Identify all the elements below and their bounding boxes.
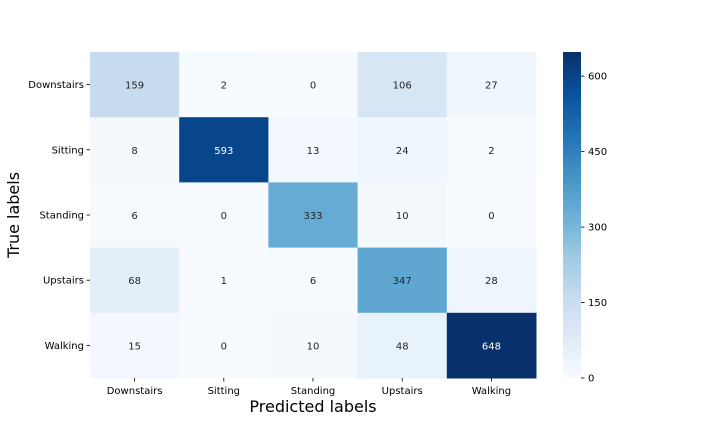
colorbar-tick-label: 450 — [588, 147, 607, 158]
cell-value-label: 6 — [310, 276, 316, 287]
heatmap-cell — [90, 247, 180, 314]
cell-value-label: 13 — [307, 146, 320, 157]
x-tick-label: Sitting — [208, 386, 240, 397]
cell-value-label: 0 — [310, 81, 316, 92]
heatmap-cell — [357, 247, 448, 314]
colorbar-gradient — [563, 52, 581, 378]
cell-value-label: 0 — [488, 211, 494, 222]
heatmap-cell — [179, 52, 269, 118]
heatmap-cell — [179, 312, 269, 379]
cell-value-label: 10 — [307, 341, 320, 352]
heatmap-cell — [179, 182, 269, 249]
heatmap-cell — [357, 117, 448, 183]
cell-value-label: 347 — [393, 276, 412, 287]
x-axis-ticks: Downstairs Sitting Standing Upstairs Walking — [107, 378, 511, 397]
heatmap-cell — [90, 182, 180, 249]
heatmap-cell — [179, 117, 269, 183]
cell-value-label: 2 — [488, 146, 494, 157]
heatmap-cell — [268, 52, 359, 118]
colorbar: 0 150 300 450 600 — [563, 52, 607, 385]
heatmap-cell — [446, 247, 537, 314]
heatmap-cell — [90, 312, 180, 379]
colorbar-tick-label: 300 — [588, 223, 607, 234]
heatmap-cell — [446, 312, 537, 379]
cell-value-label: 648 — [482, 341, 501, 352]
cell-value-label: 10 — [396, 211, 409, 222]
y-tick-label: Walking — [45, 341, 84, 352]
x-tick-label: Upstairs — [382, 386, 423, 397]
cell-value-label: 593 — [214, 146, 233, 157]
heatmap-cell — [268, 312, 359, 379]
colorbar-tick-label: 0 — [588, 374, 594, 385]
heatmap-cell — [446, 52, 537, 118]
cell-value-label: 159 — [125, 81, 144, 92]
y-tick-label: Standing — [39, 211, 84, 222]
cell-value-label: 106 — [393, 81, 412, 92]
colorbar-tick-label: 600 — [588, 72, 607, 83]
colorbar-tick-label: 150 — [588, 298, 607, 309]
cell-value-label: 8 — [131, 146, 137, 157]
heatmap-cell-labels: 159 2 0 106 27 8 593 13 24 2 6 0 333 10 0 68 1 6 347 28 15 0 1… — [125, 81, 501, 353]
heatmap-cell — [179, 247, 269, 314]
x-tick-label: Standing — [291, 386, 336, 397]
heatmap-cell — [357, 312, 448, 379]
cell-value-label: 0 — [221, 211, 227, 222]
x-tick-label: Walking — [472, 386, 511, 397]
y-tick-label: Downstairs — [28, 80, 84, 91]
x-tick-label: Downstairs — [107, 386, 163, 397]
cell-value-label: 24 — [396, 146, 409, 157]
cell-value-label: 1 — [221, 276, 227, 287]
cell-value-label: 48 — [396, 341, 409, 352]
heatmap-cell — [268, 247, 359, 314]
cell-value-label: 6 — [131, 211, 137, 222]
heatmap-cell — [357, 182, 448, 249]
heatmap-cell — [268, 182, 359, 249]
cell-value-label: 2 — [221, 81, 227, 92]
y-tick-label: Upstairs — [43, 276, 84, 287]
heatmap-cell — [90, 52, 180, 118]
heatmap-cell — [357, 52, 448, 118]
heatmap-cell — [268, 117, 359, 183]
cell-value-label: 333 — [303, 211, 322, 222]
cell-value-label: 27 — [485, 81, 498, 92]
cell-value-label: 0 — [221, 341, 227, 352]
heatmap-cells — [90, 52, 537, 379]
y-tick-label: Sitting — [52, 145, 84, 156]
y-axis-label: True labels — [4, 172, 23, 259]
cell-value-label: 15 — [128, 341, 141, 352]
cell-value-label: 68 — [128, 276, 141, 287]
heatmap-cell — [446, 182, 537, 249]
x-axis-label: Predicted labels — [249, 397, 376, 416]
cell-value-label: 28 — [485, 276, 498, 287]
heatmap-cell — [446, 117, 537, 183]
y-axis-ticks: Downstairs Sitting Standing Upstairs Walking — [28, 80, 90, 352]
heatmap-cell — [90, 117, 180, 183]
